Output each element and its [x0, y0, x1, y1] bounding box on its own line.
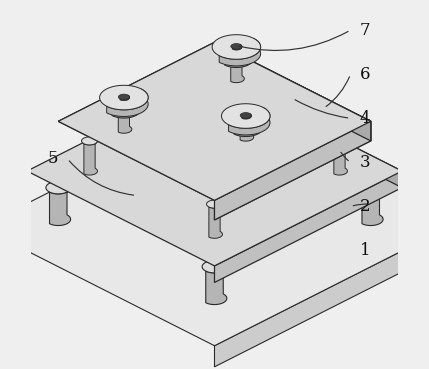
Polygon shape: [0, 101, 429, 346]
Polygon shape: [220, 45, 253, 62]
Polygon shape: [332, 137, 347, 145]
Polygon shape: [233, 44, 242, 50]
Polygon shape: [224, 48, 253, 68]
Polygon shape: [206, 104, 227, 146]
Polygon shape: [214, 76, 402, 187]
Polygon shape: [231, 56, 245, 83]
Polygon shape: [107, 89, 148, 117]
Polygon shape: [202, 102, 227, 115]
Polygon shape: [230, 101, 429, 240]
Polygon shape: [49, 183, 71, 225]
Polygon shape: [206, 74, 223, 82]
Polygon shape: [116, 106, 132, 114]
Polygon shape: [228, 55, 245, 63]
Polygon shape: [214, 42, 371, 141]
Polygon shape: [100, 85, 148, 110]
Polygon shape: [58, 42, 371, 200]
Polygon shape: [184, 125, 245, 156]
Polygon shape: [112, 98, 141, 118]
Polygon shape: [362, 183, 383, 225]
Polygon shape: [209, 75, 223, 112]
Polygon shape: [214, 121, 371, 220]
Polygon shape: [229, 107, 270, 135]
Text: 1: 1: [360, 242, 370, 259]
Polygon shape: [27, 76, 402, 266]
Text: 2: 2: [360, 198, 370, 215]
Polygon shape: [231, 44, 242, 49]
Polygon shape: [84, 138, 97, 175]
Polygon shape: [229, 114, 263, 131]
Polygon shape: [358, 182, 383, 194]
Polygon shape: [202, 261, 227, 273]
Polygon shape: [82, 137, 97, 145]
Polygon shape: [193, 130, 245, 187]
Polygon shape: [240, 113, 251, 118]
Polygon shape: [46, 182, 71, 194]
Polygon shape: [214, 171, 402, 282]
Polygon shape: [240, 125, 254, 141]
Polygon shape: [206, 200, 223, 208]
Polygon shape: [214, 42, 371, 141]
Polygon shape: [234, 117, 263, 137]
Polygon shape: [120, 95, 130, 101]
Polygon shape: [334, 138, 347, 175]
Text: 5: 5: [48, 150, 58, 167]
Polygon shape: [58, 42, 371, 200]
Polygon shape: [221, 104, 270, 128]
Polygon shape: [107, 96, 141, 113]
Polygon shape: [212, 35, 261, 59]
Text: 6: 6: [360, 66, 370, 83]
Polygon shape: [238, 124, 254, 132]
Polygon shape: [214, 219, 429, 367]
Polygon shape: [214, 121, 371, 220]
Text: 7: 7: [360, 22, 370, 39]
Polygon shape: [209, 201, 223, 238]
Text: 3: 3: [360, 154, 370, 171]
Polygon shape: [118, 94, 130, 100]
Polygon shape: [118, 107, 132, 133]
Polygon shape: [219, 38, 261, 66]
Polygon shape: [242, 113, 251, 119]
Text: 4: 4: [360, 110, 370, 127]
Polygon shape: [206, 262, 227, 304]
